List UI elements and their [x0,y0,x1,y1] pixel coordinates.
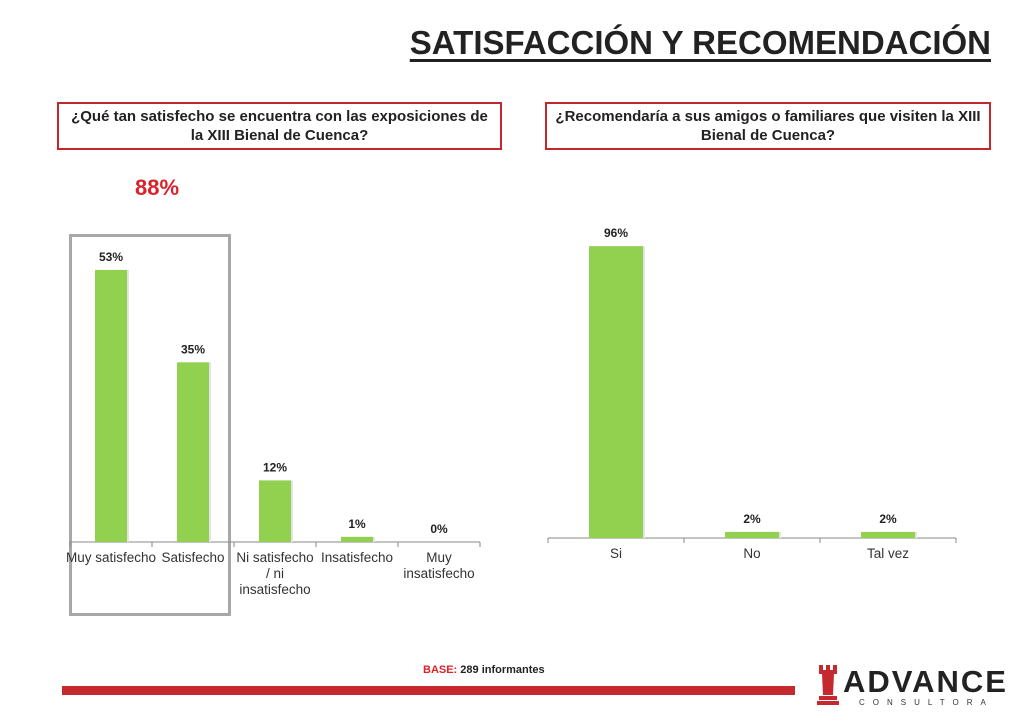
category-label: Muy satisfecho [66,550,156,565]
data-label: 53% [99,250,123,264]
page-title: SATISFACCIÓN Y RECOMENDACIÓN [409,24,991,61]
data-label: 0% [430,522,448,536]
data-label: 12% [263,460,287,474]
bar [725,531,779,538]
logo-wordmark: ADVANCE [843,664,1008,699]
data-label: 35% [181,342,205,356]
data-label: 96% [604,226,628,240]
footer-bar [62,686,795,695]
bar [95,269,127,542]
rook-icon [817,665,839,705]
data-label: 2% [743,512,761,526]
bar [341,536,373,542]
data-label: 2% [879,512,897,526]
base-value: 289 informantes [457,664,545,676]
category-label: Ni satisfecho / ni insatisfecho [236,550,313,597]
question-recommendation: ¿Recomendaría a sus amigos o familiares … [545,102,991,150]
category-label: Satisfecho [161,550,224,565]
category-label: No [743,546,760,561]
advance-logo: ADVANCE CONSULTORA [815,665,1006,709]
category-label: Insatisfecho [321,550,393,565]
bar [177,362,209,542]
category-label: Tal vez [867,546,909,561]
logo-subtitle: CONSULTORA [859,698,994,707]
highlight-box [69,234,231,616]
bar [259,480,291,542]
category-label: Muy insatisfecho [403,550,474,581]
data-label: 1% [348,517,366,531]
satisfaction-total: 88% [135,175,180,200]
bar [861,531,915,538]
base-note: BASE: 289 informantes [423,664,545,676]
base-label: BASE: [423,664,458,676]
category-label: Si [610,546,622,561]
question-satisfaction: ¿Qué tan satisfecho se encuentra con las… [57,102,502,150]
bar [589,246,643,538]
